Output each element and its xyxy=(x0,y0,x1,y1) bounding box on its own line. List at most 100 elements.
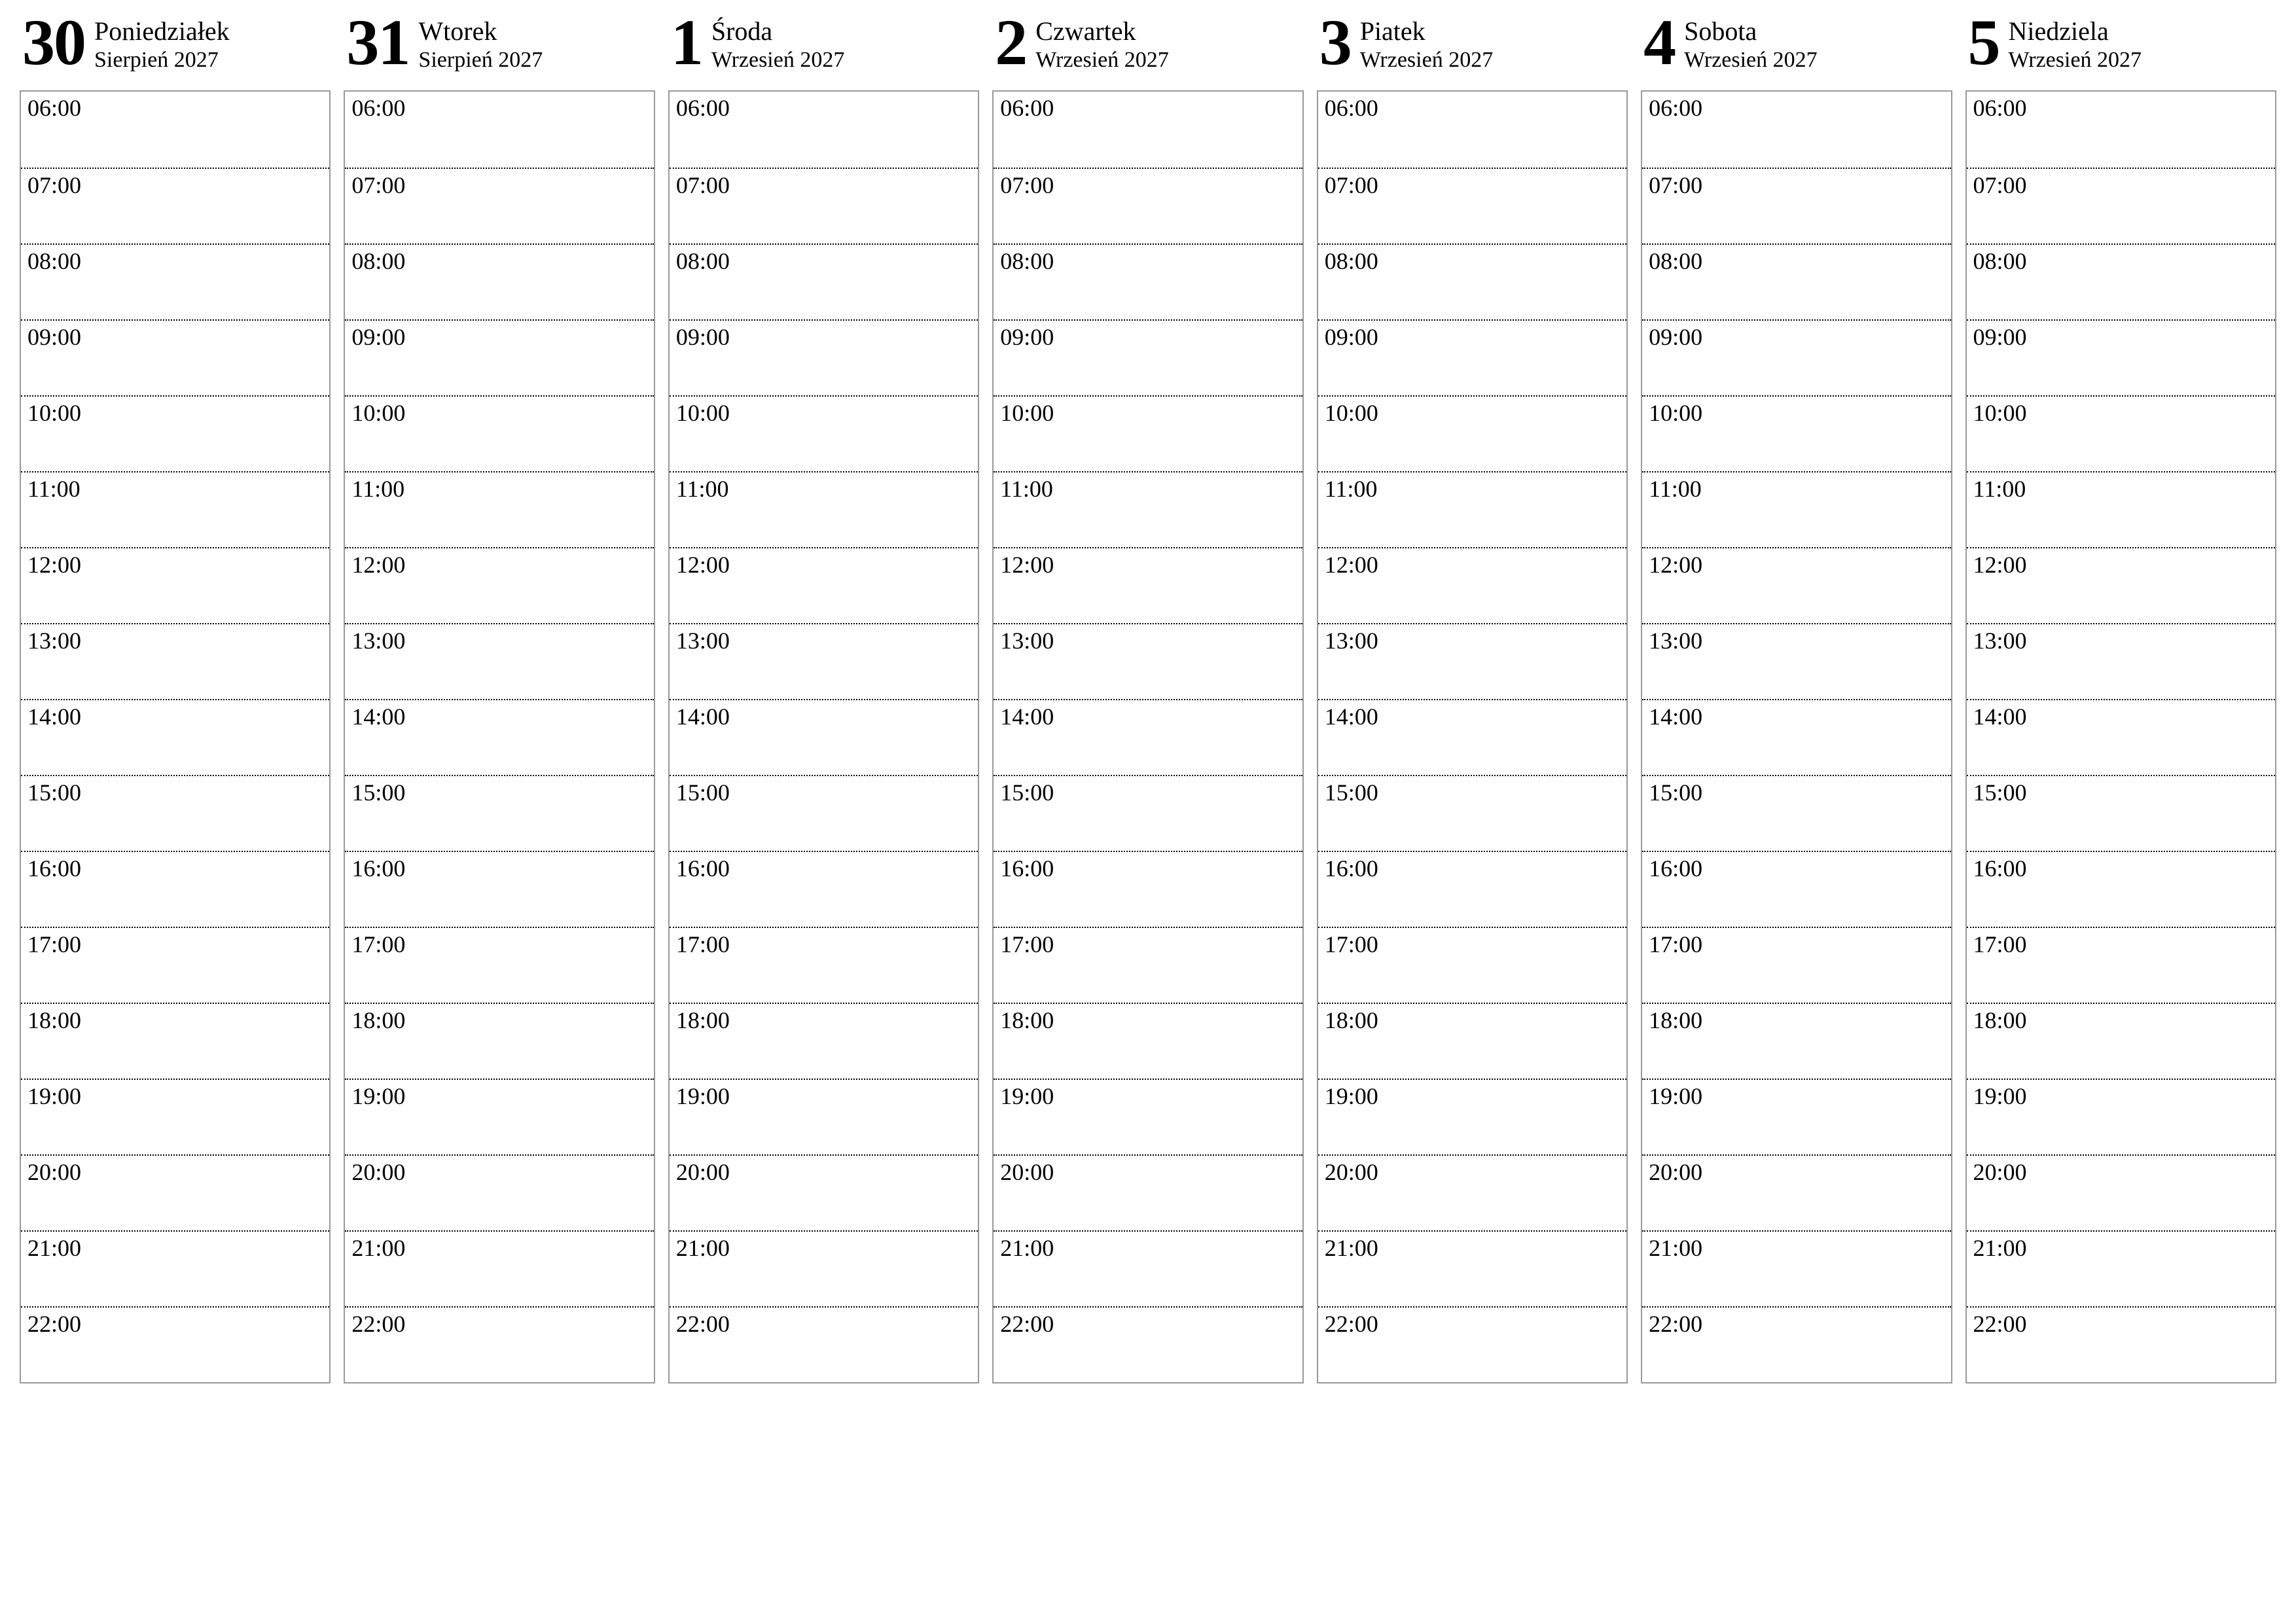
hour-slot: 19:00 xyxy=(1642,1079,1950,1154)
hour-slot: 15:00 xyxy=(21,775,329,851)
hour-slot: 21:00 xyxy=(994,1230,1302,1306)
hour-slot: 16:00 xyxy=(345,851,653,927)
hour-slot: 15:00 xyxy=(1642,775,1950,851)
hour-slot: 06:00 xyxy=(670,92,978,168)
hour-slot: 21:00 xyxy=(345,1230,653,1306)
hour-slot: 19:00 xyxy=(21,1079,329,1154)
hour-slot: 09:00 xyxy=(1318,319,1626,395)
hour-slot: 11:00 xyxy=(1318,471,1626,547)
hour-slot: 07:00 xyxy=(1967,168,2275,243)
hour-slot: 13:00 xyxy=(1642,623,1950,699)
hour-slot: 15:00 xyxy=(345,775,653,851)
hour-slot: 14:00 xyxy=(1318,699,1626,775)
day-meta: Poniedziałek Sierpień 2027 xyxy=(94,13,230,74)
hour-slot: 06:00 xyxy=(1967,92,2275,168)
day-header: 5 Niedziela Wrzesień 2027 xyxy=(1965,13,2276,90)
day-body: 06:00 07:00 08:00 09:00 10:00 11:00 12:0… xyxy=(668,90,979,1383)
hour-slot: 16:00 xyxy=(994,851,1302,927)
hour-slot: 17:00 xyxy=(345,927,653,1003)
hour-slot: 16:00 xyxy=(1967,851,2275,927)
day-number: 31 xyxy=(346,13,409,72)
hour-slot: 10:00 xyxy=(1967,395,2275,471)
day-number: 2 xyxy=(995,13,1026,72)
hour-slot: 07:00 xyxy=(1642,168,1950,243)
hour-slot: 12:00 xyxy=(1967,547,2275,623)
hour-slot: 07:00 xyxy=(345,168,653,243)
day-meta: Środa Wrzesień 2027 xyxy=(711,13,845,74)
day-column: 1 Środa Wrzesień 2027 06:00 07:00 08:00 … xyxy=(668,13,979,1383)
hour-slot: 14:00 xyxy=(1967,699,2275,775)
day-meta: Czwartek Wrzesień 2027 xyxy=(1035,13,1169,74)
day-meta: Niedziela Wrzesień 2027 xyxy=(2009,13,2142,74)
hour-slot: 22:00 xyxy=(21,1306,329,1382)
hour-slot: 14:00 xyxy=(345,699,653,775)
day-header: 1 Środa Wrzesień 2027 xyxy=(668,13,979,90)
day-column: 4 Sobota Wrzesień 2027 06:00 07:00 08:00… xyxy=(1641,13,1952,1383)
hour-slot: 09:00 xyxy=(1642,319,1950,395)
hour-slot: 12:00 xyxy=(994,547,1302,623)
day-month: Sierpień 2027 xyxy=(418,47,543,74)
hour-slot: 22:00 xyxy=(345,1306,653,1382)
day-header: 3 Piatek Wrzesień 2027 xyxy=(1317,13,1628,90)
hour-slot: 18:00 xyxy=(994,1003,1302,1079)
hour-slot: 21:00 xyxy=(1318,1230,1626,1306)
day-name: Poniedziałek xyxy=(94,17,230,46)
hour-slot: 08:00 xyxy=(1967,243,2275,319)
hour-slot: 08:00 xyxy=(670,243,978,319)
hour-slot: 08:00 xyxy=(1642,243,1950,319)
day-meta: Piatek Wrzesień 2027 xyxy=(1360,13,1494,74)
hour-slot: 09:00 xyxy=(670,319,978,395)
hour-slot: 07:00 xyxy=(1318,168,1626,243)
hour-slot: 06:00 xyxy=(1642,92,1950,168)
hour-slot: 18:00 xyxy=(21,1003,329,1079)
hour-slot: 12:00 xyxy=(345,547,653,623)
day-number: 1 xyxy=(671,13,702,72)
hour-slot: 16:00 xyxy=(21,851,329,927)
hour-slot: 13:00 xyxy=(1318,623,1626,699)
hour-slot: 13:00 xyxy=(21,623,329,699)
day-month: Wrzesień 2027 xyxy=(711,47,845,74)
hour-slot: 13:00 xyxy=(345,623,653,699)
hour-slot: 15:00 xyxy=(1967,775,2275,851)
hour-slot: 06:00 xyxy=(21,92,329,168)
day-name: Czwartek xyxy=(1035,17,1169,46)
day-name: Piatek xyxy=(1360,17,1494,46)
hour-slot: 17:00 xyxy=(1967,927,2275,1003)
hour-slot: 18:00 xyxy=(1642,1003,1950,1079)
hour-slot: 17:00 xyxy=(21,927,329,1003)
hour-slot: 19:00 xyxy=(1318,1079,1626,1154)
day-month: Wrzesień 2027 xyxy=(1684,47,1818,74)
day-month: Wrzesień 2027 xyxy=(1035,47,1169,74)
hour-slot: 08:00 xyxy=(1318,243,1626,319)
hour-slot: 07:00 xyxy=(21,168,329,243)
hour-slot: 18:00 xyxy=(345,1003,653,1079)
hour-slot: 19:00 xyxy=(670,1079,978,1154)
hour-slot: 13:00 xyxy=(1967,623,2275,699)
day-column: 30 Poniedziałek Sierpień 2027 06:00 07:0… xyxy=(20,13,331,1383)
hour-slot: 12:00 xyxy=(1318,547,1626,623)
day-column: 5 Niedziela Wrzesień 2027 06:00 07:00 08… xyxy=(1965,13,2276,1383)
hour-slot: 17:00 xyxy=(670,927,978,1003)
hour-slot: 16:00 xyxy=(1642,851,1950,927)
hour-slot: 10:00 xyxy=(21,395,329,471)
day-number: 5 xyxy=(1968,13,2000,72)
hour-slot: 16:00 xyxy=(670,851,978,927)
day-meta: Sobota Wrzesień 2027 xyxy=(1684,13,1818,74)
hour-slot: 12:00 xyxy=(21,547,329,623)
hour-slot: 11:00 xyxy=(670,471,978,547)
hour-slot: 10:00 xyxy=(670,395,978,471)
day-body: 06:00 07:00 08:00 09:00 10:00 11:00 12:0… xyxy=(992,90,1303,1383)
week-grid: 30 Poniedziałek Sierpień 2027 06:00 07:0… xyxy=(20,13,2276,1383)
day-name: Środa xyxy=(711,17,845,46)
day-name: Wtorek xyxy=(418,17,543,46)
day-header: 4 Sobota Wrzesień 2027 xyxy=(1641,13,1952,90)
hour-slot: 18:00 xyxy=(1318,1003,1626,1079)
hour-slot: 10:00 xyxy=(1642,395,1950,471)
hour-slot: 13:00 xyxy=(670,623,978,699)
hour-slot: 20:00 xyxy=(1318,1154,1626,1230)
hour-slot: 10:00 xyxy=(1318,395,1626,471)
hour-slot: 10:00 xyxy=(994,395,1302,471)
hour-slot: 14:00 xyxy=(994,699,1302,775)
hour-slot: 09:00 xyxy=(1967,319,2275,395)
hour-slot: 11:00 xyxy=(345,471,653,547)
